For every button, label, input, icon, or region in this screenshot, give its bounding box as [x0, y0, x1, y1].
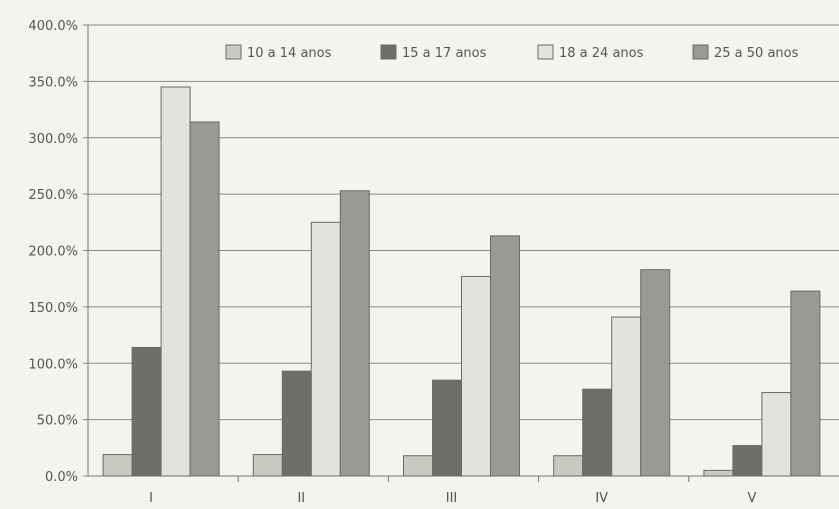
y-tick-label: 100.0% [28, 357, 78, 372]
bar-1-IV [553, 455, 584, 477]
legend-swatch [225, 44, 242, 60]
bar-4-V [790, 290, 821, 477]
legend-swatch [692, 44, 709, 60]
bars [102, 86, 821, 477]
y-tick-label: 350.0% [28, 75, 78, 90]
bar-2-II [281, 370, 312, 477]
bar-4-III [490, 235, 520, 477]
bar-4-II [339, 190, 370, 477]
legend-label: 18 a 24 anos [559, 46, 644, 61]
y-tick-label: 50.0% [37, 414, 78, 429]
bar-3-V [761, 392, 792, 477]
legend-label: 10 a 14 anos [247, 46, 332, 61]
x-tick-label: III [446, 491, 458, 506]
y-tick-label: 300.0% [28, 132, 78, 147]
x-tick-label: V [747, 491, 756, 506]
legend-swatch [537, 44, 554, 60]
bar-4-IV [640, 269, 671, 477]
bar-1-III [403, 455, 433, 477]
legend-label: 15 a 17 anos [402, 46, 487, 61]
bar-3-II [310, 221, 341, 477]
y-tick-label: 400.0% [28, 19, 78, 34]
bar-1-V [703, 469, 734, 477]
bar-3-I [160, 86, 191, 477]
bar-4-I [189, 121, 220, 477]
y-tick-label: 0.0% [45, 470, 78, 485]
y-tick-label: 200.0% [28, 245, 78, 260]
bar-3-IV [611, 316, 642, 477]
legend-swatch [380, 44, 397, 60]
bar-1-II [252, 454, 283, 477]
legend: 10 a 14 anos 15 a 17 anos 18 a 24 anos 25 a… [225, 44, 799, 61]
x-tick-label: IV [595, 491, 608, 506]
bar-2-V [732, 445, 763, 477]
bar-2-IV [582, 388, 613, 477]
x-tick-label: II [297, 491, 305, 506]
bar-2-I [131, 346, 162, 477]
legend-label: 25 a 50 anos [714, 46, 799, 61]
bar-2-III [432, 379, 462, 477]
x-tick-label: I [149, 491, 153, 506]
y-tick-label: 250.0% [28, 188, 78, 203]
bar-1-I [102, 454, 133, 477]
y-tick-label: 150.0% [28, 301, 78, 316]
bar-3-III [461, 275, 491, 477]
